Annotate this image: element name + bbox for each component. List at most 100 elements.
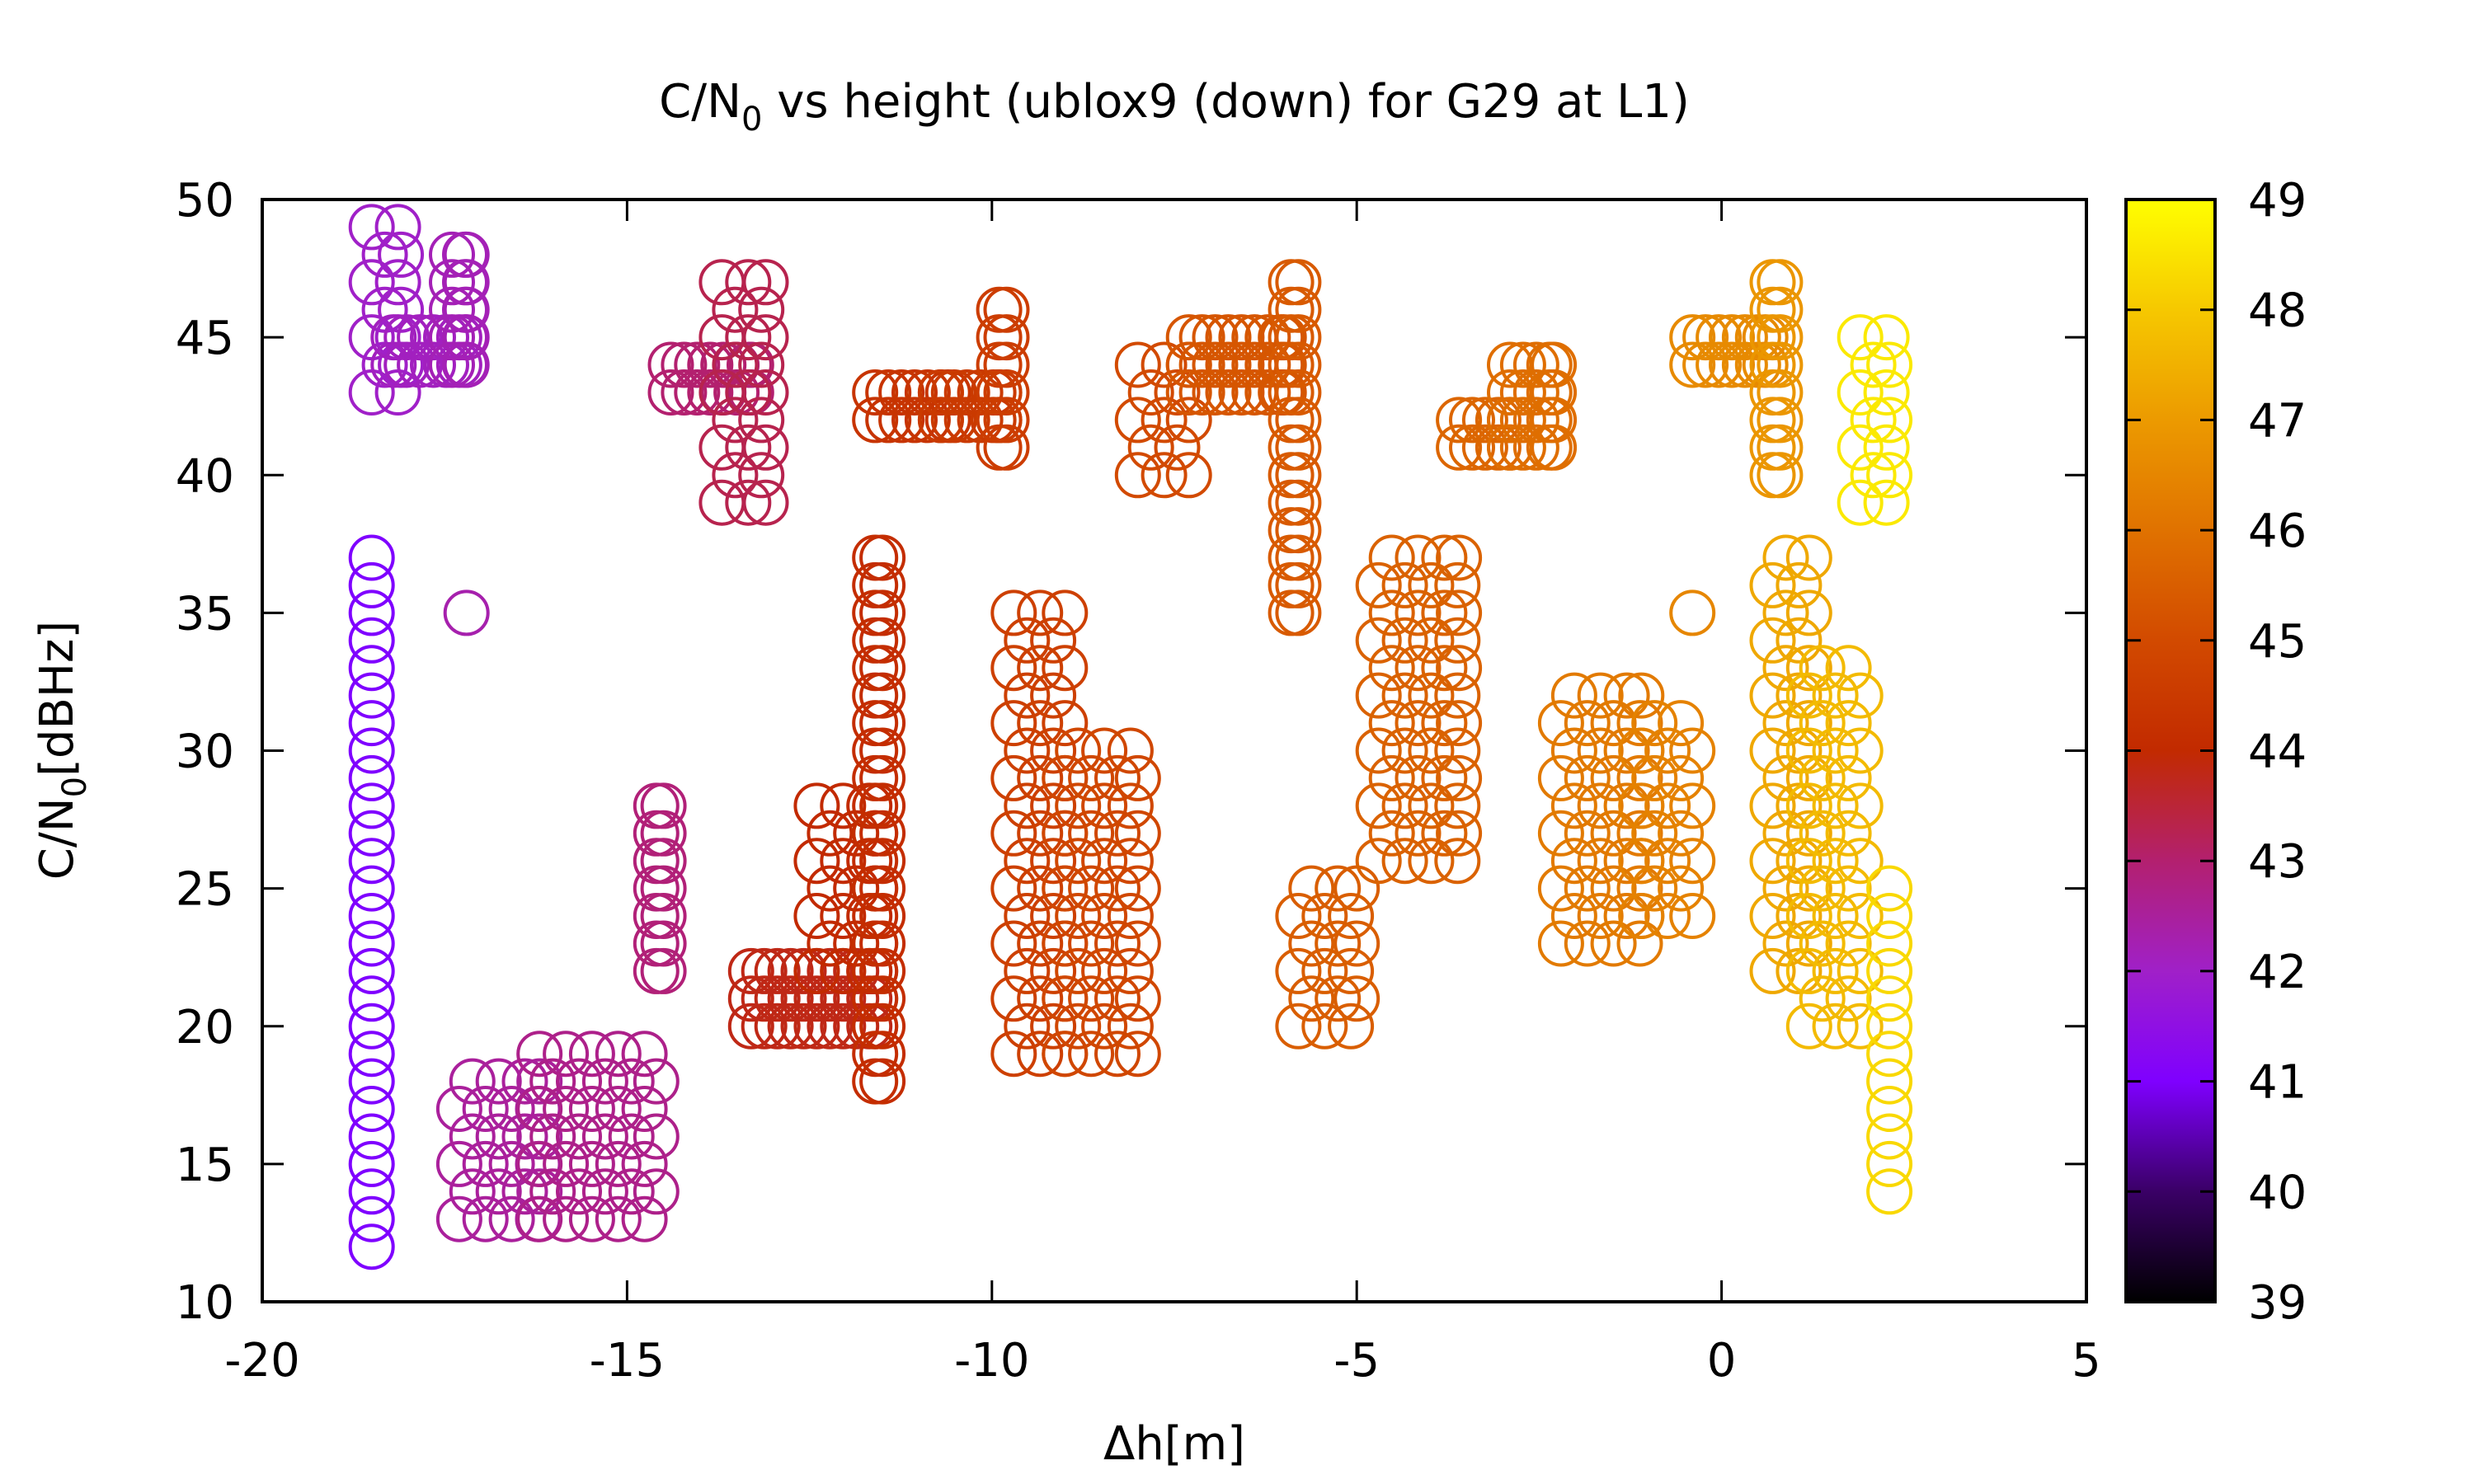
- data-point: [1449, 424, 1495, 471]
- data-point: [383, 341, 430, 388]
- data-point: [1461, 397, 1508, 444]
- data-point: [983, 341, 1030, 388]
- data-point: [529, 1113, 576, 1160]
- data-point: [1537, 754, 1584, 801]
- data-point: [1785, 534, 1832, 581]
- data-point: [1812, 838, 1859, 885]
- data-point: [556, 1168, 602, 1215]
- data-point: [1275, 1003, 1322, 1050]
- data-point: [348, 1058, 395, 1105]
- data-point: [640, 893, 687, 939]
- data-point: [1042, 589, 1089, 636]
- data-point: [501, 1113, 548, 1160]
- data-point: [712, 452, 759, 499]
- data-point: [687, 341, 734, 388]
- data-point: [374, 204, 421, 251]
- data-point: [1603, 782, 1650, 829]
- data-point: [1055, 838, 1102, 885]
- data-point: [435, 1140, 482, 1187]
- data-point: [1776, 947, 1823, 994]
- data-point: [449, 1058, 496, 1105]
- data-point: [1004, 838, 1051, 885]
- data-point: [1042, 754, 1089, 801]
- data-point: [700, 341, 747, 388]
- data-point: [983, 397, 1030, 444]
- colorbar-ticks: 39 40 41 42 43 44 45 46 47 48 49: [2126, 174, 2307, 1330]
- data-point: [1799, 920, 1846, 967]
- data-point: [621, 1031, 668, 1078]
- data-point: [1436, 810, 1483, 857]
- data-point: [449, 1113, 496, 1160]
- data-point: [1017, 700, 1064, 747]
- data-point: [1799, 865, 1846, 912]
- data-point: [1863, 479, 1910, 526]
- data-point: [1165, 341, 1212, 388]
- data-point: [1055, 782, 1102, 829]
- data-point: [1603, 727, 1650, 774]
- data-point: [1055, 893, 1102, 939]
- data-point: [1114, 397, 1161, 444]
- data-point: [1068, 865, 1115, 912]
- data-point: [859, 782, 906, 829]
- data-point: [1669, 893, 1716, 939]
- data-point: [529, 1168, 576, 1215]
- data-point: [1165, 314, 1212, 361]
- colorbar-tick-label: 41: [2248, 1056, 2307, 1110]
- data-point: [1682, 314, 1729, 361]
- data-point: [1004, 672, 1051, 719]
- data-point: [1395, 645, 1442, 692]
- data-point: [1749, 947, 1796, 994]
- data-point: [807, 920, 854, 967]
- data-point: [727, 341, 774, 388]
- data-point: [1631, 865, 1678, 912]
- data-point: [348, 947, 395, 994]
- data-point: [859, 589, 906, 636]
- data-point: [1408, 672, 1455, 719]
- data-point: [374, 259, 421, 306]
- y-tick-label: 15: [176, 1139, 234, 1192]
- data-point: [741, 1003, 788, 1050]
- data-point: [1776, 727, 1823, 774]
- data-point: [1863, 424, 1910, 471]
- data-point: [1603, 893, 1650, 939]
- data-point: [1275, 314, 1322, 361]
- data-point: [1461, 424, 1508, 471]
- data-point: [859, 645, 906, 692]
- data-point: [698, 259, 745, 306]
- data-point: [640, 865, 687, 912]
- data-point: [1785, 920, 1832, 967]
- data-point: [435, 1086, 482, 1132]
- data-point: [1030, 782, 1077, 829]
- data-point: [820, 1003, 867, 1050]
- data-point: [1030, 947, 1077, 994]
- data-point: [1421, 700, 1468, 747]
- data-point: [1288, 865, 1335, 912]
- data-point: [1315, 920, 1362, 967]
- data-point: [1616, 700, 1663, 747]
- data-point: [1863, 314, 1910, 361]
- data-point: [990, 645, 1037, 692]
- data-point: [1042, 645, 1089, 692]
- data-point: [780, 947, 827, 994]
- data-point: [348, 561, 395, 608]
- data-point: [1866, 1003, 1913, 1050]
- data-point: [1328, 1003, 1375, 1050]
- data-point: [780, 975, 827, 1022]
- data-point: [348, 893, 395, 939]
- data-point: [1355, 672, 1402, 719]
- data-point: [1434, 838, 1481, 885]
- colorbar-tick-label: 42: [2248, 946, 2307, 999]
- data-point: [1275, 341, 1322, 388]
- data-point: [543, 1086, 590, 1132]
- data-point: [1004, 1003, 1051, 1050]
- data-point: [1837, 1003, 1884, 1050]
- data-point: [859, 810, 906, 857]
- data-point: [1776, 782, 1823, 829]
- data-point: [1799, 810, 1846, 857]
- data-point: [1785, 782, 1832, 829]
- data-point: [556, 1058, 602, 1105]
- data-point: [1825, 975, 1872, 1022]
- data-point: [516, 1168, 563, 1215]
- data-point: [1094, 865, 1141, 912]
- data-point: [1355, 617, 1402, 664]
